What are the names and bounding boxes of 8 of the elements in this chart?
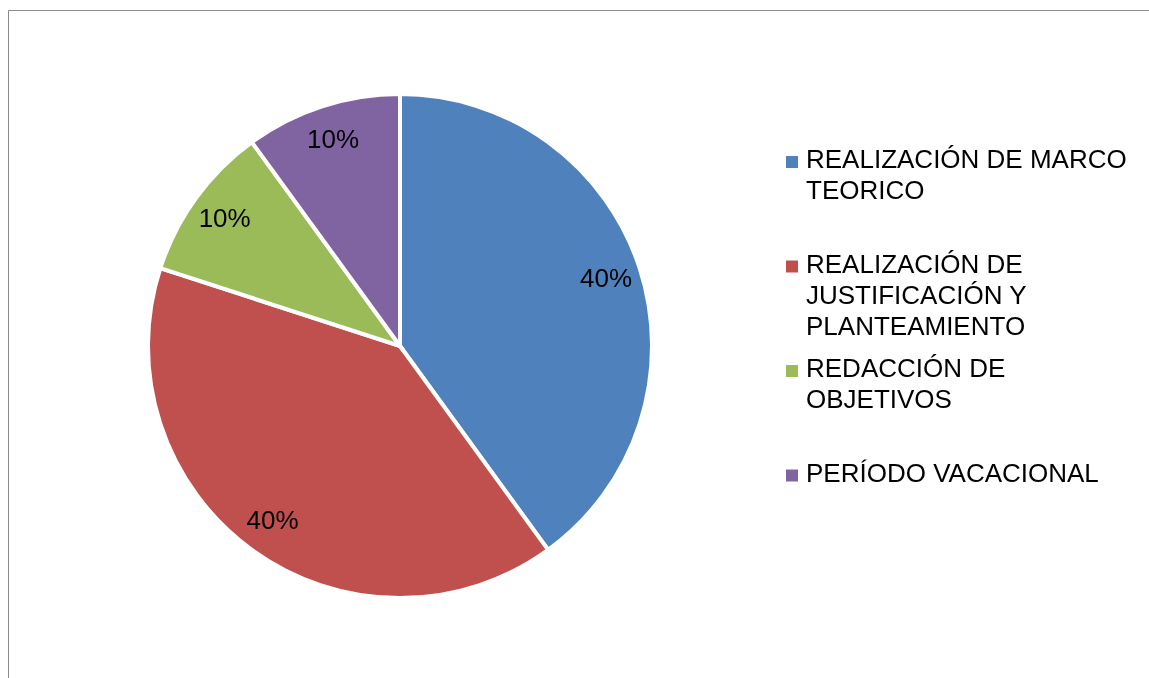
data-label: 40% — [580, 263, 633, 294]
legend-label: REDACCIÓN DE OBJETIVOS — [806, 353, 1006, 414]
data-label: 40% — [246, 505, 299, 536]
legend-label: REALIZACIÓN DE MARCO TEORICO — [806, 144, 1127, 205]
legend-label: PERÍODO VACACIONAL — [806, 457, 1099, 488]
legend-label: REALIZACIÓN DE JUSTIFICACIÓN Y PLANTEAMIENTO — [806, 248, 1027, 341]
data-label: 10% — [198, 202, 251, 233]
data-label: 10% — [307, 123, 360, 154]
